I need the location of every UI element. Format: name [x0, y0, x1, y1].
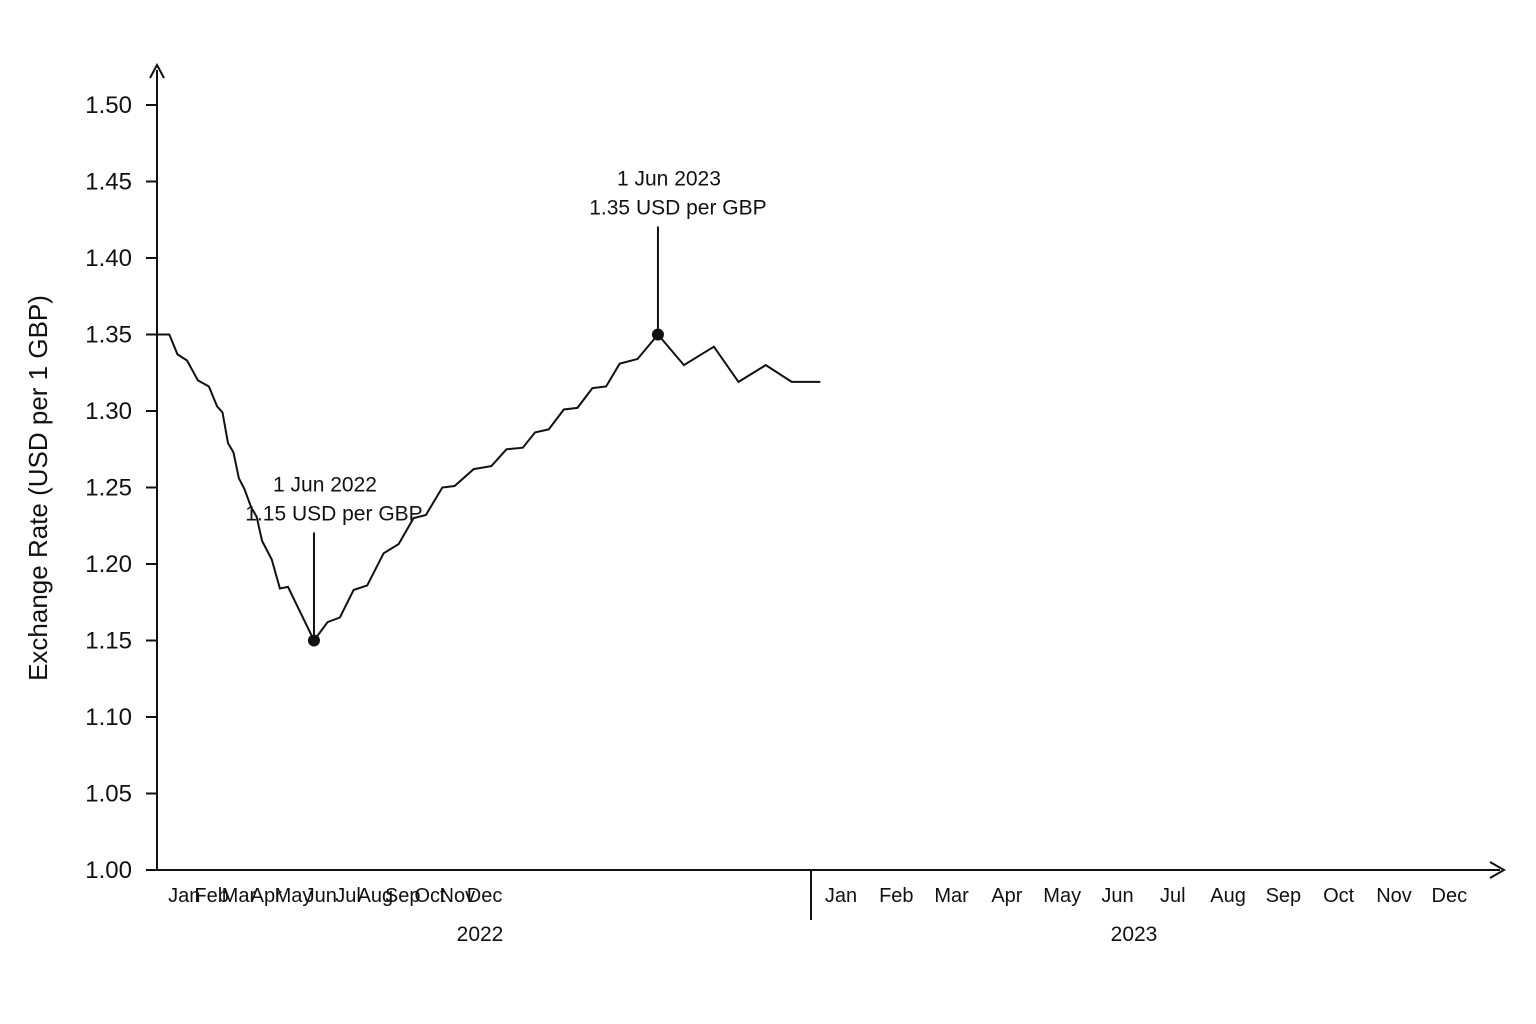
x-tick-label: Jul: [335, 885, 361, 907]
x-tick-label: Jan: [168, 885, 200, 907]
annotation-value: 1.15 USD per GBP: [245, 503, 422, 526]
annotation-date: 1 Jun 2022: [273, 474, 377, 497]
x-tick-label: Oct: [414, 885, 446, 907]
y-tick-label: 1.50: [85, 92, 132, 119]
x-tick-label: Dec: [1432, 885, 1468, 907]
year-label: 2023: [1111, 923, 1158, 946]
y-tick-label: 1.20: [85, 551, 132, 578]
x-tick-label: Jun: [305, 885, 337, 907]
y-tick-label: 1.00: [85, 857, 132, 884]
x-tick-label: Sep: [1266, 885, 1302, 907]
x-ticks: JanFebMarAprMayJunJulAugSepOctNovDec2022…: [168, 885, 1467, 946]
y-tick-label: 1.40: [85, 245, 132, 272]
x-tick-label: Jul: [1160, 885, 1186, 907]
x-tick-label: Dec: [467, 885, 503, 907]
y-tick-label: 1.30: [85, 398, 132, 425]
series-line: [157, 332, 821, 643]
x-tick-label: Nov: [440, 885, 476, 907]
y-tick-label: 1.35: [85, 322, 132, 349]
x-tick-label: Jun: [1101, 885, 1133, 907]
x-tick-label: Nov: [1376, 885, 1412, 907]
annotation-point: [307, 634, 320, 647]
y-tick-label: 1.10: [85, 704, 132, 731]
y-axis-arrow-icon: [149, 62, 165, 79]
x-tick-label: Apr: [991, 885, 1022, 907]
x-axis-arrow-icon: [1489, 861, 1507, 879]
annotation-point: [651, 328, 664, 341]
annotations: 1 Jun 2022 1.15 USD per GBP 1 Jun 2023 1.35…: [245, 168, 767, 647]
x-tick-label: Feb: [879, 885, 913, 907]
x-tick-label: May: [1043, 885, 1081, 907]
y-axis-title: Exchange Rate (USD per 1 GBP): [23, 295, 53, 681]
axes: [149, 62, 1507, 920]
x-tick-label: Oct: [1323, 885, 1355, 907]
x-tick-label: Mar: [222, 885, 257, 907]
x-tick-label: Feb: [194, 885, 228, 907]
y-ticks: 1.00 1.05 1.10 1.15 1.20 1.25 1.30 1.35 1.40 1.45…: [85, 92, 157, 884]
year-label: 2022: [457, 923, 504, 946]
x-tick-label: Jan: [825, 885, 857, 907]
x-tick-label: Aug: [1210, 885, 1246, 907]
x-tick-label: May: [275, 885, 313, 907]
y-tick-label: 1.15: [85, 628, 132, 655]
y-tick-label: 1.05: [85, 781, 132, 808]
x-tick-label: Sep: [385, 885, 421, 907]
x-tick-label: Mar: [934, 885, 969, 907]
y-tick-label: 1.25: [85, 475, 132, 502]
x-tick-label: Aug: [358, 885, 394, 907]
x-tick-label: Apr: [251, 885, 282, 907]
y-tick-label: 1.45: [85, 169, 132, 196]
series: [157, 332, 821, 643]
annotation-value: 1.35 USD per GBP: [589, 197, 766, 220]
annotation-date: 1 Jun 2023: [617, 168, 721, 191]
